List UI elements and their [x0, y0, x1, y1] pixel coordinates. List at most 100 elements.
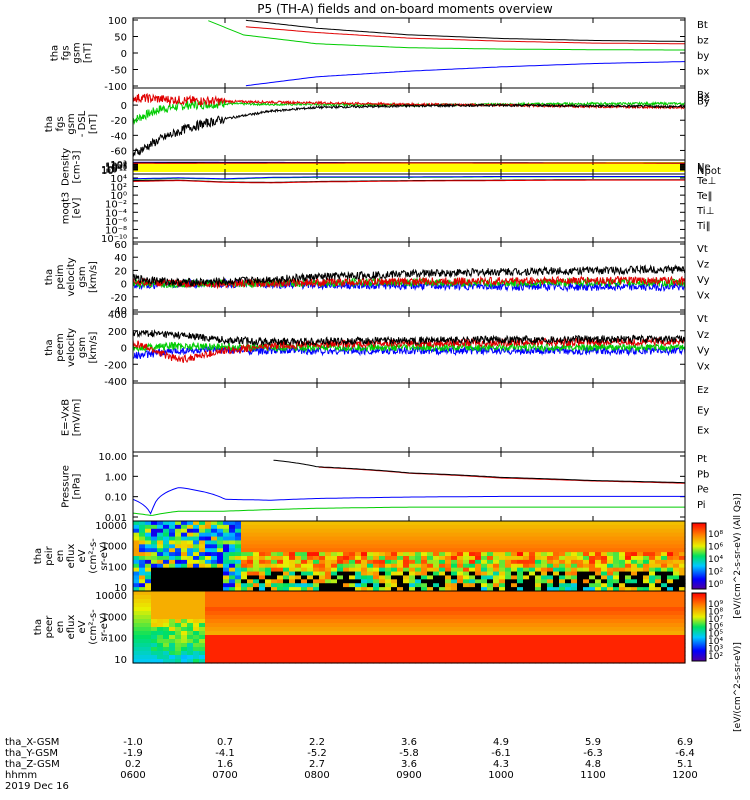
spectrogram-cell	[343, 540, 350, 545]
spectrogram-cell	[331, 623, 338, 628]
spectrogram-cell	[613, 623, 620, 628]
spectrogram-cell	[607, 631, 614, 636]
spectrogram-cell	[559, 548, 566, 553]
spectrogram-cell	[511, 556, 518, 561]
spectrogram-cell	[523, 587, 530, 592]
spectrogram-cell	[493, 536, 500, 542]
spectrogram-cell	[583, 647, 590, 652]
spectrogram-cell	[421, 583, 428, 588]
spectrogram-cell	[247, 567, 254, 573]
spectrogram-cell	[397, 599, 404, 604]
spectrogram-cell	[271, 619, 278, 624]
spectrogram-cell	[439, 599, 446, 604]
spectrogram-cell	[385, 591, 392, 596]
spectrogram-cell	[505, 643, 512, 648]
spectrogram-cell	[547, 583, 554, 588]
spectrogram-cell	[445, 528, 452, 534]
spectrogram-cell	[301, 583, 308, 588]
spectrogram-cell	[607, 548, 614, 553]
spectrogram-cell	[223, 647, 230, 652]
spectrogram-cell	[313, 635, 320, 640]
spectrogram-cell	[259, 623, 266, 628]
spectrogram-cell	[565, 587, 572, 592]
spectrogram-cell	[235, 595, 242, 600]
spectrogram-cell	[583, 627, 590, 632]
spectrogram-cell	[595, 591, 602, 596]
spectrogram-cell	[163, 575, 170, 580]
spectrogram-cell	[331, 579, 338, 584]
spectrogram-cell	[187, 524, 194, 530]
spectrogram-cell	[373, 540, 380, 545]
spectrogram-cell	[385, 521, 392, 526]
spectrogram-cell	[409, 619, 416, 624]
spectrogram-cell	[139, 563, 146, 569]
spectrogram-cell	[553, 659, 560, 664]
spectrogram-cell	[235, 615, 242, 620]
spectrogram-cell	[397, 635, 404, 640]
spectrogram-cell	[589, 627, 596, 632]
spectrogram-cell	[355, 552, 362, 557]
y-axis-label-line: velocity	[66, 328, 77, 367]
spectrogram-cell	[241, 651, 248, 656]
spectrogram-cell	[151, 567, 158, 573]
spectrogram-cell	[661, 635, 668, 640]
spectrogram-cell	[223, 651, 230, 656]
spectrogram-cell	[535, 575, 542, 580]
spectrogram-cell	[139, 611, 146, 616]
spectrogram-cell	[577, 524, 584, 530]
spectrogram-cell	[577, 655, 584, 660]
spectrogram-cell	[637, 567, 644, 573]
spectrogram-cell	[415, 548, 422, 553]
spectrogram-cell	[373, 559, 380, 565]
spectrogram-cell	[631, 559, 638, 565]
spectrogram-cell	[535, 583, 542, 588]
spectrogram-cell	[301, 521, 308, 526]
spectrogram-cell	[391, 556, 398, 561]
spectrogram-cell	[199, 647, 206, 652]
spectrogram-cell	[211, 559, 218, 565]
spectrogram-cell	[679, 536, 686, 542]
x-axis-value: 1.6	[217, 759, 233, 770]
spectrogram-cell	[313, 571, 320, 577]
spectrogram-cell	[541, 579, 548, 584]
spectrogram-cell	[637, 556, 644, 561]
spectrogram-cell	[283, 615, 290, 620]
spectrogram-cell	[235, 524, 242, 530]
spectrogram-cell	[241, 544, 248, 549]
spectrogram-cell	[397, 591, 404, 596]
spectrogram-cell	[169, 575, 176, 580]
legend-entry: Vz	[697, 330, 709, 341]
spectrogram-cell	[157, 575, 164, 580]
spectrogram-cell	[469, 611, 476, 616]
spectrogram-cell	[589, 559, 596, 565]
spectrogram-cell	[433, 567, 440, 573]
spectrogram-cell	[181, 651, 188, 656]
spectrogram-cell	[475, 571, 482, 577]
spectrogram-cell	[649, 623, 656, 628]
spectrogram-cell	[283, 571, 290, 577]
spectrogram-cell	[505, 659, 512, 664]
spectrogram-cell	[679, 635, 686, 640]
spectrogram-cell	[157, 647, 164, 652]
y-tick-label: 200	[108, 327, 127, 338]
spectrogram-cell	[421, 532, 428, 538]
y-axis-label-line: eflux	[66, 544, 77, 569]
spectrogram-cell	[175, 619, 182, 624]
spectrogram-cell	[295, 591, 302, 596]
spectrogram-cell	[133, 532, 140, 538]
spectrogram-cell	[337, 631, 344, 636]
spectrogram-cell	[439, 559, 446, 565]
spectrogram-cell	[223, 603, 230, 608]
spectrogram-cell	[571, 571, 578, 577]
colorbar-tick-label: 10³	[708, 645, 723, 655]
spectrogram-cell	[649, 635, 656, 640]
spectrogram-cell	[643, 615, 650, 620]
spectrogram-cell	[511, 651, 518, 656]
spectrogram-cell	[133, 611, 140, 616]
spectrogram-cell	[565, 607, 572, 612]
y-tick-label: 10000	[95, 521, 127, 532]
spectrogram-cell	[205, 591, 212, 596]
spectrogram-cell	[277, 607, 284, 612]
